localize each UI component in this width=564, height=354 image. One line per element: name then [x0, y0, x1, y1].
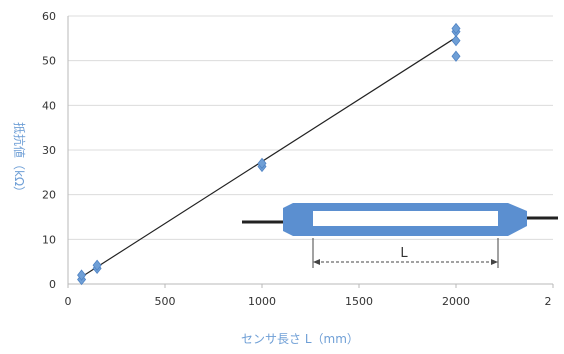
y-tick-label: 40	[42, 99, 56, 112]
x-tick-labels: 0 500 1000 1500 2000 2	[65, 295, 552, 308]
y-tick-label: 20	[42, 189, 56, 202]
dimension-arrow-right	[491, 259, 498, 265]
y-tick-label: 0	[49, 278, 56, 291]
grid-lines	[68, 15, 553, 285]
dimension-label: L	[400, 246, 408, 261]
axes	[67, 16, 554, 288]
x-tick-label: 1000	[248, 295, 276, 308]
dimension-arrow-left	[313, 259, 320, 265]
data-points	[77, 22, 461, 286]
data-point	[451, 50, 461, 62]
sensor-diagram: L	[242, 203, 558, 268]
y-tick-label: 10	[42, 233, 56, 246]
data-point	[257, 157, 267, 170]
y-tick-label: 30	[42, 144, 56, 157]
x-tick-label: 2	[545, 295, 552, 308]
x-axis-label: センサ長さ L（mm）	[241, 332, 359, 346]
sensor-window	[313, 211, 498, 226]
y-tick-labels: 0 10 20 30 40 50 60	[42, 10, 56, 291]
x-tick-label: 1500	[345, 295, 373, 308]
x-tick-label: 2000	[442, 295, 470, 308]
y-tick-label: 50	[42, 55, 56, 68]
y-axis-label: 抵抗値（kΩ）	[12, 122, 27, 198]
data-point	[451, 34, 461, 47]
data-point	[451, 22, 461, 35]
data-point	[92, 259, 102, 271]
y-tick-label: 60	[42, 10, 56, 23]
x-tick-label: 500	[155, 295, 176, 308]
x-tick-label: 0	[65, 295, 72, 308]
trendline	[81, 36, 457, 278]
data-point	[77, 269, 87, 281]
